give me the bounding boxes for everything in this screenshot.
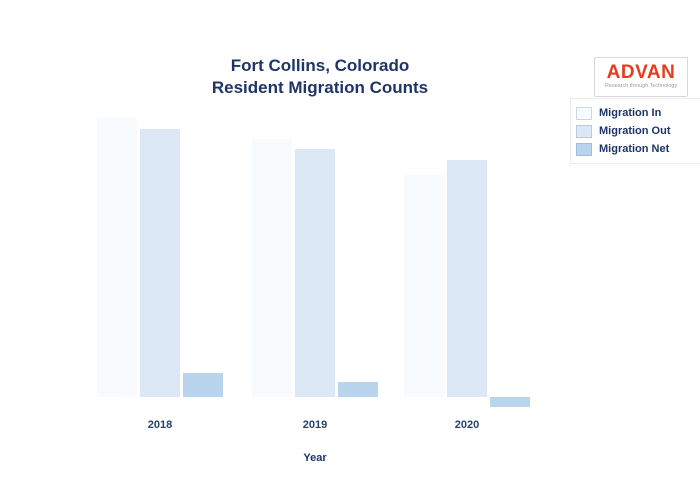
bar-migration-in-2018 xyxy=(97,118,137,397)
bar-migration-net-2018 xyxy=(183,373,223,397)
bar-migration-out-2020 xyxy=(447,160,487,397)
legend-swatch xyxy=(576,106,592,120)
legend-swatch xyxy=(576,124,592,138)
x-tick-label: 2019 xyxy=(302,419,328,431)
advan-logo-text: ADVAN xyxy=(606,61,676,83)
chart-title-line2: Resident Migration Counts xyxy=(211,78,429,97)
x-tick-label: 2020 xyxy=(454,419,480,431)
chart-title-line1: Fort Collins, Colorado xyxy=(230,56,410,75)
legend-label: Migration Net xyxy=(599,143,670,155)
chart-title: Fort Collins, Colorado Resident Migratio… xyxy=(90,55,550,99)
advan-logo-tagline: Research through Technology xyxy=(604,81,678,88)
chart-legend: Migration In Migration Out Migration Net xyxy=(570,98,700,164)
advan-logo: ADVAN Research through Technology xyxy=(594,57,688,97)
legend-swatch xyxy=(576,142,592,156)
bar-migration-net-2020 xyxy=(490,397,530,407)
x-axis-title: Year xyxy=(303,452,327,464)
bar-migration-in-2019 xyxy=(252,139,292,397)
bar-migration-in-2020 xyxy=(404,175,444,397)
legend-label: Migration In xyxy=(599,107,662,119)
legend-item: Migration In xyxy=(576,104,700,122)
legend-item: Migration Out xyxy=(576,122,700,140)
bar-migration-out-2019 xyxy=(295,149,335,397)
bar-migration-out-2018 xyxy=(140,129,180,397)
legend-item: Migration Net xyxy=(576,140,700,158)
x-tick-label: 2018 xyxy=(147,419,173,431)
legend-label: Migration Out xyxy=(599,125,671,137)
bar-migration-net-2019 xyxy=(338,382,378,397)
